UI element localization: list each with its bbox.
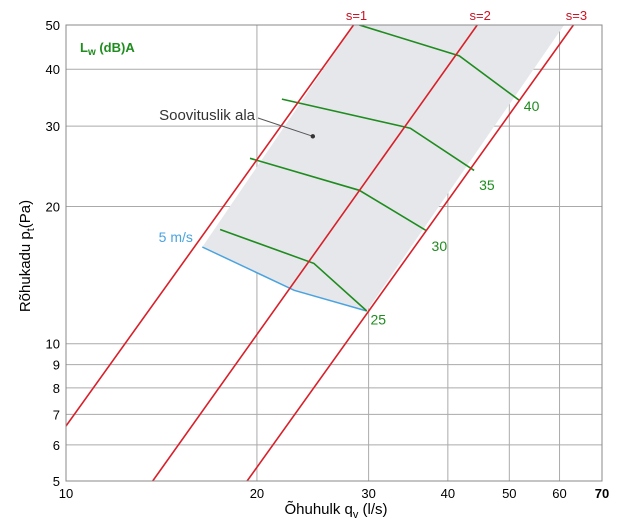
y-tick-label: 30 xyxy=(46,119,60,134)
x-tick-label: 30 xyxy=(361,486,375,501)
system-curve-label: s=2 xyxy=(470,8,491,23)
x-tick-label: 10 xyxy=(59,486,73,501)
x-tick-label: 20 xyxy=(250,486,264,501)
y-tick-label: 5 xyxy=(53,474,60,489)
sound-line-40 xyxy=(359,25,520,101)
system-curve-s-3 xyxy=(246,25,575,481)
y-tick-label: 9 xyxy=(53,358,60,373)
sound-line-25 xyxy=(219,228,368,312)
y-tick-label: 8 xyxy=(53,381,60,396)
sound-level-label: 40 xyxy=(524,98,540,114)
y-tick-label: 50 xyxy=(46,18,60,33)
y-tick-label: 20 xyxy=(46,199,60,214)
sound-level-label: 25 xyxy=(370,312,386,328)
system-curve-s-1 xyxy=(66,25,355,427)
x-axis-title: Õhuhulk qv (l/s) xyxy=(284,501,387,521)
y-axis-title: Rõhukadu pt(Pa) xyxy=(17,200,37,312)
curve-layer xyxy=(66,25,575,481)
region-layer xyxy=(202,25,565,311)
velocity-line-5-m-s xyxy=(201,246,368,312)
velocity-label: 5 m/s xyxy=(159,229,193,245)
lw-label: Lw (dB)A xyxy=(80,40,135,58)
region-leader-line xyxy=(257,117,313,137)
y-tick-label: 10 xyxy=(46,337,60,352)
y-tick-label: 6 xyxy=(53,438,60,453)
x-tick-label: 40 xyxy=(441,486,455,501)
y-tick-label: 40 xyxy=(46,62,60,77)
x-tick-label: 70 xyxy=(595,486,609,501)
system-curve-label: s=1 xyxy=(346,8,367,23)
sound-level-label: 30 xyxy=(432,238,448,254)
x-tick-label: 60 xyxy=(552,486,566,501)
recommended-area xyxy=(202,25,565,311)
velocity-layer xyxy=(201,246,368,312)
system-curve-label: s=3 xyxy=(566,8,587,23)
region-marker xyxy=(310,134,316,139)
y-tick-label: 7 xyxy=(53,407,60,422)
plot-frame xyxy=(65,24,603,482)
label-layer: 10 20 30 40 50 60 70 5 6 7 8 9 10 20 30 40 50 s=1 s=2 s=3 25… xyxy=(46,8,610,501)
sound-level-label: 35 xyxy=(479,177,495,193)
sound-line-35 xyxy=(281,98,475,172)
system-curve-s-2 xyxy=(152,25,478,481)
region-label: Soovituslik ala xyxy=(159,107,256,124)
x-tick-label: 50 xyxy=(502,486,516,501)
